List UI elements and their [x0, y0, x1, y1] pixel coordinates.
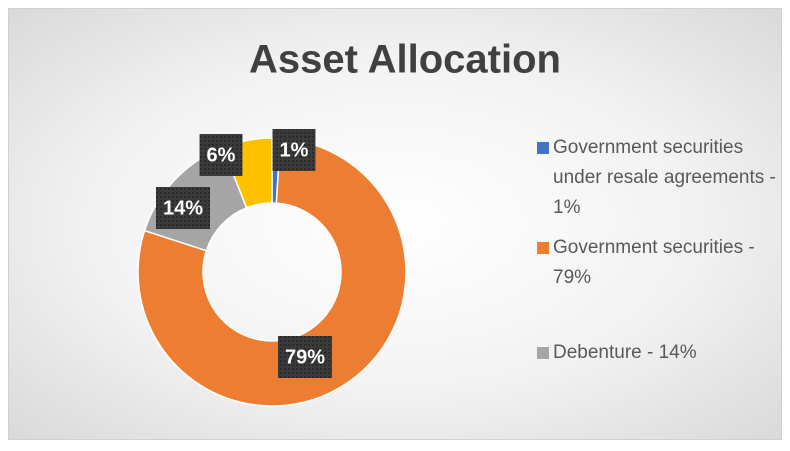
- data-label: 79%: [285, 346, 325, 368]
- legend-label: Government securities under resale agree…: [553, 137, 776, 218]
- data-label-box: [155, 187, 211, 229]
- chart-title: Asset Allocation: [249, 38, 561, 82]
- legend-label: Government securities - 79%: [553, 237, 755, 288]
- donut-slice: [137, 137, 407, 407]
- data-label-box: [272, 129, 316, 171]
- data-label: 6%: [207, 144, 236, 166]
- legend-swatch: [537, 347, 549, 359]
- legend-swatch: [537, 242, 549, 254]
- legend-swatch: [537, 142, 549, 154]
- data-label-box: [277, 336, 333, 378]
- data-label-box: [199, 134, 243, 176]
- legend-label: Debenture - 14%: [553, 342, 697, 363]
- data-label: 14%: [163, 197, 203, 219]
- data-label: 1%: [280, 139, 309, 161]
